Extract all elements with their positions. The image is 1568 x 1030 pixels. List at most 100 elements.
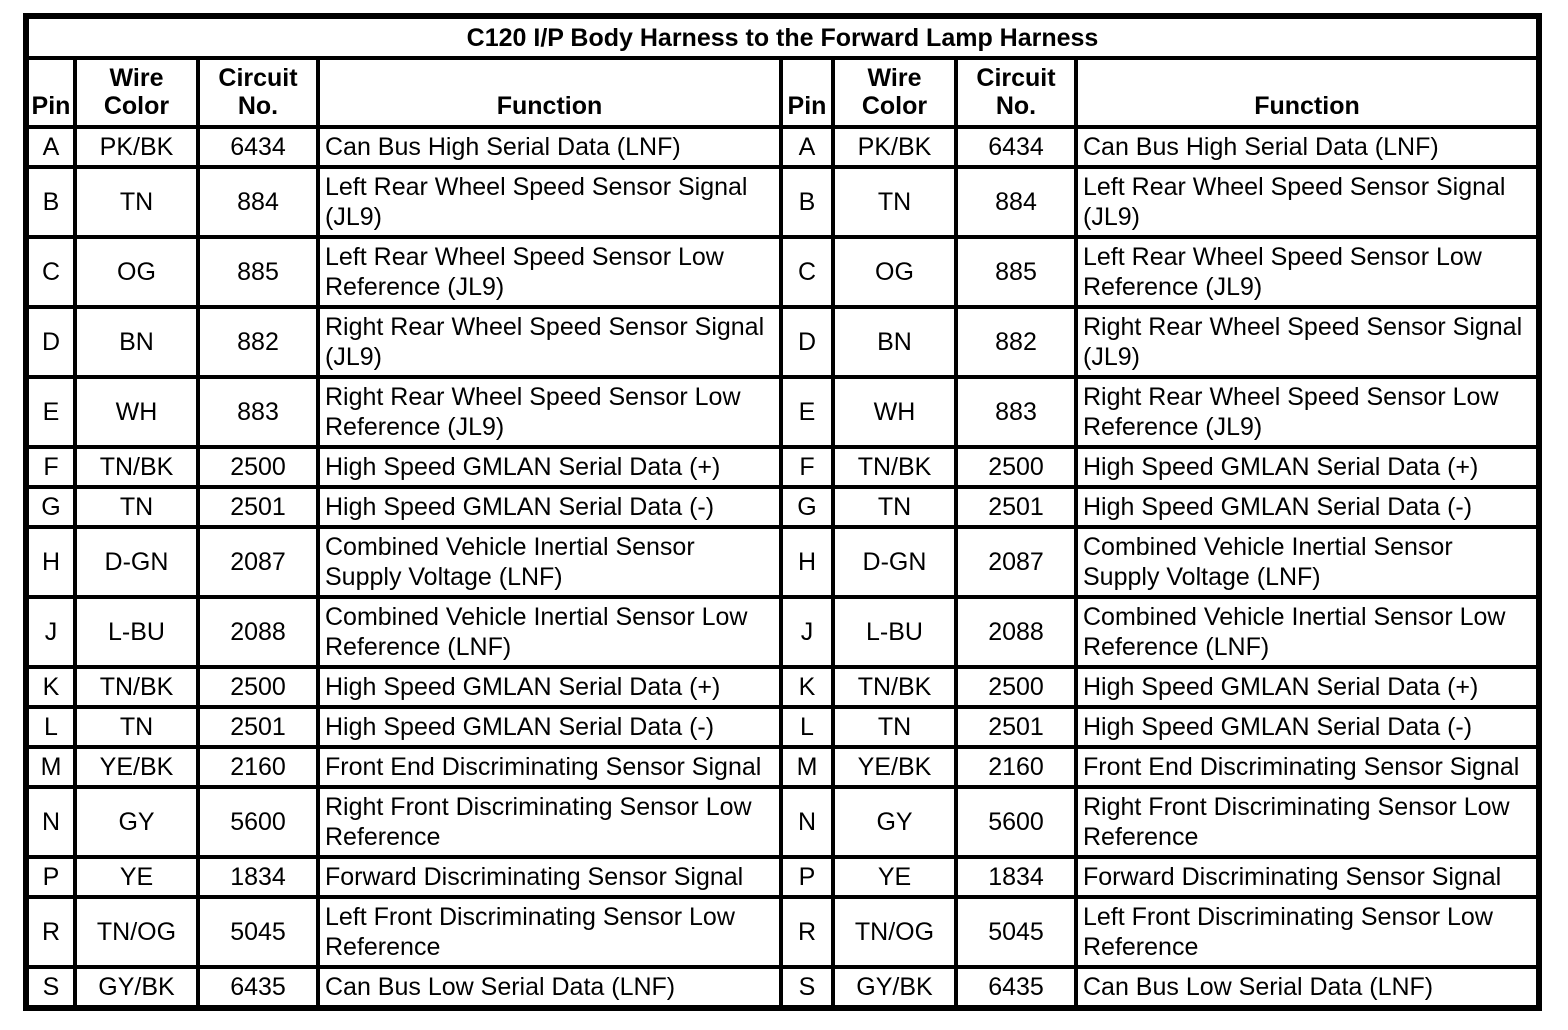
table-row: D BN 882 Right Rear Wheel Speed Sensor Sign…	[24, 305, 1541, 379]
table-row: P YE 1834 Forward Discriminating Sensor Sig…	[24, 855, 1541, 899]
circuit-no-cell-left: 5600	[196, 785, 320, 859]
function-cell-right: Right Front Discriminating Sensor Low Re…	[1074, 785, 1541, 859]
title-row: C120 I/P Body Harness to the Forward Lam…	[24, 14, 1541, 60]
column-header-wire-left: Wire Color	[73, 56, 200, 129]
pin-cell-right: N	[779, 785, 835, 859]
table-row: E WH 883 Right Rear Wheel Speed Sensor Low …	[24, 375, 1541, 449]
pin-cell-left: P	[24, 855, 77, 899]
wire-color-cell-right: WH	[831, 375, 958, 449]
pin-cell-left: F	[24, 445, 77, 489]
wire-color-cell-right: TN	[831, 165, 958, 239]
pin-cell-left: K	[24, 665, 77, 709]
function-cell-left: High Speed GMLAN Serial Data (-)	[316, 485, 783, 529]
wire-color-cell-left: OG	[73, 235, 200, 309]
circuit-no-cell-left: 2501	[196, 485, 320, 529]
pin-cell-right: E	[779, 375, 835, 449]
circuit-no-cell-right: 5045	[954, 895, 1078, 969]
circuit-no-cell-left: 2501	[196, 705, 320, 749]
table-row: F TN/BK 2500 High Speed GMLAN Serial Data (…	[24, 445, 1541, 489]
function-cell-left: Can Bus High Serial Data (LNF)	[316, 125, 783, 169]
pin-cell-left: J	[24, 595, 77, 669]
pin-cell-right: F	[779, 445, 835, 489]
function-cell-left: Left Rear Wheel Speed Sensor Low Referen…	[316, 235, 783, 309]
function-cell-right: Can Bus High Serial Data (LNF)	[1074, 125, 1541, 169]
pin-cell-left: N	[24, 785, 77, 859]
wire-color-cell-left: WH	[73, 375, 200, 449]
pin-cell-left: B	[24, 165, 77, 239]
function-cell-left: Left Rear Wheel Speed Sensor Signal (JL9…	[316, 165, 783, 239]
wire-color-cell-left: TN/BK	[73, 445, 200, 489]
wire-color-cell-left: D-GN	[73, 525, 200, 599]
function-cell-right: Right Rear Wheel Speed Sensor Signal (JL…	[1074, 305, 1541, 379]
wire-color-cell-left: GY/BK	[73, 965, 200, 1010]
circuit-no-cell-left: 882	[196, 305, 320, 379]
circuit-no-cell-left: 6435	[196, 965, 320, 1010]
circuit-no-cell-right: 2088	[954, 595, 1078, 669]
function-cell-right: Front End Discriminating Sensor Signal	[1074, 745, 1541, 789]
wire-color-cell-right: TN	[831, 485, 958, 529]
pin-cell-left: D	[24, 305, 77, 379]
circuit-no-cell-left: 884	[196, 165, 320, 239]
table-title: C120 I/P Body Harness to the Forward Lam…	[24, 14, 1541, 60]
function-cell-left: High Speed GMLAN Serial Data (-)	[316, 705, 783, 749]
wire-color-cell-right: TN/BK	[831, 445, 958, 489]
circuit-no-cell-left: 885	[196, 235, 320, 309]
table-row: N GY 5600 Right Front Discriminating Sensor…	[24, 785, 1541, 859]
pin-cell-left: A	[24, 125, 77, 169]
wire-color-cell-right: TN/OG	[831, 895, 958, 969]
table-row: A PK/BK 6434 Can Bus High Serial Data (LNF)…	[24, 125, 1541, 169]
pin-cell-right: R	[779, 895, 835, 969]
wire-color-cell-left: TN/OG	[73, 895, 200, 969]
wire-color-cell-left: BN	[73, 305, 200, 379]
function-cell-right: Left Rear Wheel Speed Sensor Signal (JL9…	[1074, 165, 1541, 239]
function-cell-left: High Speed GMLAN Serial Data (+)	[316, 665, 783, 709]
wire-color-cell-right: GY	[831, 785, 958, 859]
pin-cell-right: B	[779, 165, 835, 239]
circuit-no-cell-right: 6435	[954, 965, 1078, 1010]
circuit-no-cell-right: 2500	[954, 445, 1078, 489]
circuit-no-cell-right: 883	[954, 375, 1078, 449]
circuit-no-cell-right: 882	[954, 305, 1078, 379]
pin-cell-right: M	[779, 745, 835, 789]
function-cell-left: Can Bus Low Serial Data (LNF)	[316, 965, 783, 1010]
column-header-wire-right: Wire Color	[831, 56, 958, 129]
circuit-no-cell-left: 2088	[196, 595, 320, 669]
wire-color-cell-right: TN/BK	[831, 665, 958, 709]
pin-cell-right: D	[779, 305, 835, 379]
wire-color-cell-right: BN	[831, 305, 958, 379]
pin-cell-right: G	[779, 485, 835, 529]
table-row: L TN 2501 High Speed GMLAN Serial Data (-) L…	[24, 705, 1541, 749]
column-header-pin-left: Pin	[24, 56, 77, 129]
table-row: H D-GN 2087 Combined Vehicle Inertial Senso…	[24, 525, 1541, 599]
circuit-no-cell-right: 6434	[954, 125, 1078, 169]
table-row: J L-BU 2088 Combined Vehicle Inertial Senso…	[24, 595, 1541, 669]
pin-cell-left: H	[24, 525, 77, 599]
pin-cell-left: R	[24, 895, 77, 969]
circuit-no-cell-left: 2087	[196, 525, 320, 599]
circuit-no-cell-right: 2087	[954, 525, 1078, 599]
wire-color-cell-right: YE/BK	[831, 745, 958, 789]
pin-cell-left: E	[24, 375, 77, 449]
wire-color-cell-right: D-GN	[831, 525, 958, 599]
function-cell-right: Forward Discriminating Sensor Signal	[1074, 855, 1541, 899]
circuit-no-cell-left: 883	[196, 375, 320, 449]
wire-color-cell-left: YE	[73, 855, 200, 899]
wire-color-cell-left: TN	[73, 485, 200, 529]
pin-cell-left: L	[24, 705, 77, 749]
function-cell-right: Left Rear Wheel Speed Sensor Low Referen…	[1074, 235, 1541, 309]
harness-pinout-table: C120 I/P Body Harness to the Forward Lam…	[23, 13, 1542, 1011]
function-cell-left: Right Front Discriminating Sensor Low Re…	[316, 785, 783, 859]
wire-color-cell-left: GY	[73, 785, 200, 859]
circuit-no-cell-left: 1834	[196, 855, 320, 899]
wire-color-cell-left: TN/BK	[73, 665, 200, 709]
wire-color-cell-left: L-BU	[73, 595, 200, 669]
table-row: M YE/BK 2160 Front End Discriminating Senso…	[24, 745, 1541, 789]
wire-color-cell-right: TN	[831, 705, 958, 749]
wire-color-cell-left: PK/BK	[73, 125, 200, 169]
pin-cell-left: M	[24, 745, 77, 789]
circuit-no-cell-right: 2501	[954, 485, 1078, 529]
wire-color-cell-right: GY/BK	[831, 965, 958, 1010]
pin-cell-right: H	[779, 525, 835, 599]
pin-cell-left: G	[24, 485, 77, 529]
wire-color-cell-right: L-BU	[831, 595, 958, 669]
